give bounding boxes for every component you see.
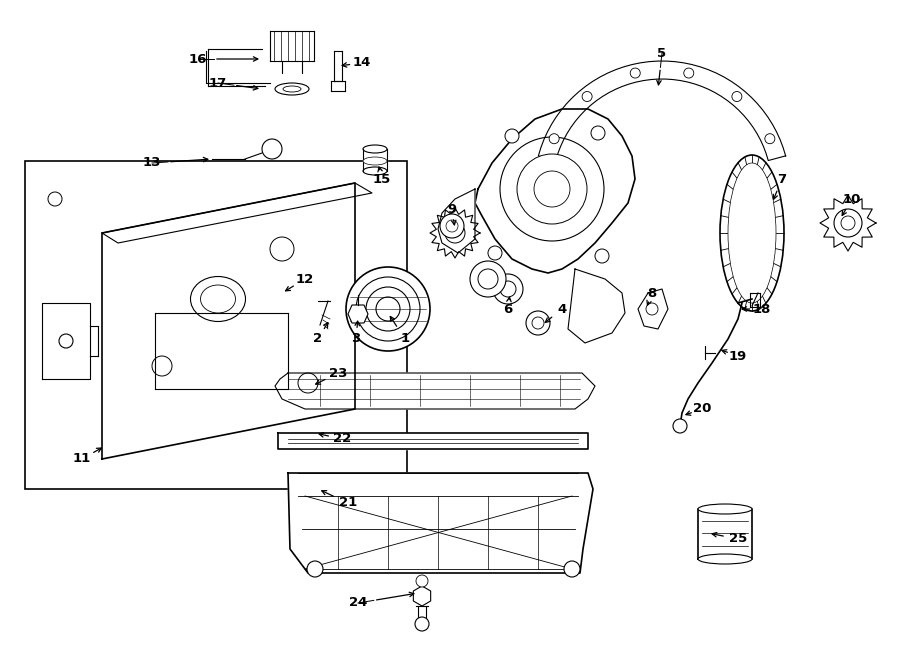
Ellipse shape	[363, 167, 387, 175]
Ellipse shape	[698, 504, 752, 514]
Circle shape	[500, 281, 516, 297]
Circle shape	[534, 171, 570, 207]
Circle shape	[270, 237, 294, 261]
Text: 21: 21	[339, 496, 357, 510]
Text: 6: 6	[503, 303, 513, 315]
Ellipse shape	[283, 86, 301, 92]
Polygon shape	[282, 61, 302, 73]
Text: 20: 20	[693, 403, 711, 416]
Text: 16: 16	[189, 52, 207, 65]
Circle shape	[346, 267, 430, 351]
Polygon shape	[413, 586, 431, 606]
Circle shape	[684, 68, 694, 78]
Circle shape	[549, 134, 559, 143]
Polygon shape	[288, 473, 593, 573]
Text: 11: 11	[73, 453, 91, 465]
Text: 12: 12	[296, 272, 314, 286]
Polygon shape	[102, 183, 372, 243]
Circle shape	[595, 249, 609, 263]
Circle shape	[630, 68, 640, 78]
Text: 1: 1	[400, 332, 410, 346]
Ellipse shape	[728, 163, 776, 303]
Text: 5: 5	[657, 46, 667, 59]
Polygon shape	[750, 293, 760, 307]
Ellipse shape	[275, 83, 309, 95]
Circle shape	[356, 277, 420, 341]
Text: 14: 14	[353, 56, 371, 69]
Ellipse shape	[191, 276, 246, 321]
Text: 10: 10	[842, 192, 861, 206]
Circle shape	[732, 91, 742, 102]
Polygon shape	[430, 208, 480, 258]
Text: 17: 17	[209, 77, 227, 89]
Circle shape	[152, 356, 172, 376]
Circle shape	[582, 91, 592, 102]
Text: 8: 8	[647, 286, 657, 299]
Text: 9: 9	[447, 202, 456, 215]
Polygon shape	[275, 373, 595, 409]
Circle shape	[59, 334, 73, 348]
Ellipse shape	[363, 145, 387, 153]
Text: 13: 13	[143, 157, 161, 169]
Circle shape	[307, 561, 323, 577]
Ellipse shape	[201, 285, 236, 313]
Circle shape	[262, 139, 282, 159]
Polygon shape	[42, 303, 90, 379]
Circle shape	[416, 575, 428, 587]
Text: 7: 7	[778, 173, 787, 186]
Text: 22: 22	[333, 432, 351, 446]
Text: 2: 2	[313, 332, 322, 346]
Circle shape	[564, 561, 580, 577]
FancyBboxPatch shape	[25, 161, 407, 489]
Circle shape	[415, 617, 429, 631]
Polygon shape	[270, 31, 314, 61]
Polygon shape	[348, 305, 368, 323]
Text: 18: 18	[752, 303, 771, 315]
Ellipse shape	[698, 554, 752, 564]
Circle shape	[765, 134, 775, 143]
Polygon shape	[438, 189, 475, 253]
Polygon shape	[568, 269, 625, 343]
Text: 23: 23	[328, 366, 347, 379]
Circle shape	[366, 287, 410, 331]
Circle shape	[48, 192, 62, 206]
Polygon shape	[475, 109, 635, 273]
Text: 4: 4	[557, 303, 567, 315]
Text: 24: 24	[349, 596, 367, 609]
Text: 3: 3	[351, 332, 361, 346]
Polygon shape	[820, 195, 876, 251]
Circle shape	[591, 126, 605, 140]
Circle shape	[646, 303, 658, 315]
Polygon shape	[698, 509, 752, 559]
Circle shape	[526, 311, 550, 335]
Circle shape	[298, 373, 318, 393]
Circle shape	[834, 209, 862, 237]
Circle shape	[500, 137, 604, 241]
Text: 19: 19	[729, 350, 747, 362]
Circle shape	[470, 261, 506, 297]
Polygon shape	[538, 61, 786, 161]
Polygon shape	[102, 183, 355, 459]
Polygon shape	[278, 433, 588, 449]
Circle shape	[532, 317, 544, 329]
Circle shape	[841, 216, 855, 230]
Text: 25: 25	[729, 533, 747, 545]
Circle shape	[517, 154, 587, 224]
Ellipse shape	[720, 155, 784, 311]
Polygon shape	[363, 149, 387, 171]
Text: 15: 15	[373, 173, 392, 186]
Polygon shape	[334, 51, 342, 81]
Circle shape	[440, 214, 464, 238]
Circle shape	[376, 297, 400, 321]
Polygon shape	[638, 289, 668, 329]
Circle shape	[673, 419, 687, 433]
Circle shape	[478, 269, 498, 289]
Circle shape	[505, 129, 519, 143]
Circle shape	[445, 223, 465, 243]
Ellipse shape	[363, 157, 387, 165]
Circle shape	[488, 246, 502, 260]
Circle shape	[446, 220, 458, 232]
Circle shape	[493, 274, 523, 304]
